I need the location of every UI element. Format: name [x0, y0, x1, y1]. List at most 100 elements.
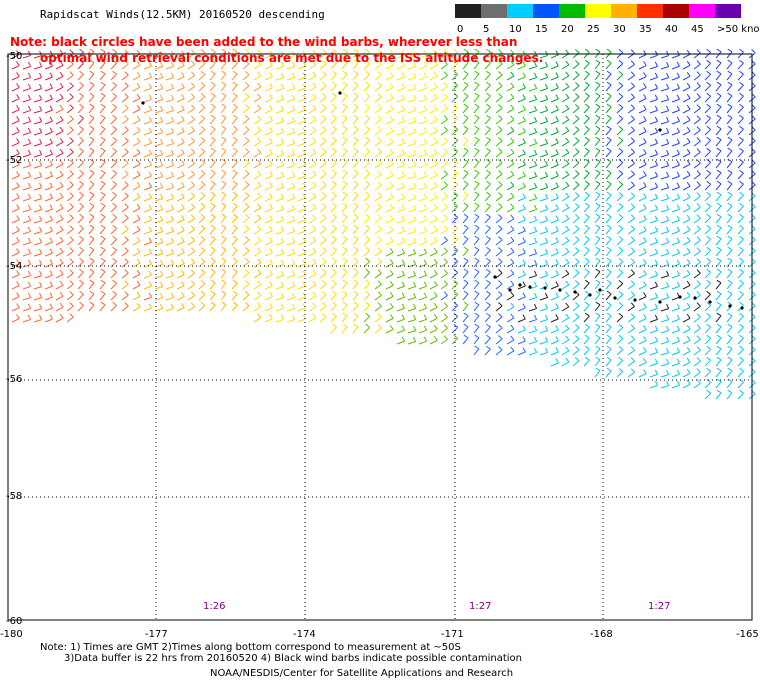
wind-barb: [473, 150, 480, 158]
wind-barb: [99, 62, 106, 70]
wind-barb-flag: [522, 105, 526, 111]
wind-barb-flag: [676, 380, 680, 386]
wind-barb-flag: [584, 202, 590, 207]
wind-barb-flag: [79, 81, 84, 86]
wind-barb: [33, 55, 42, 59]
wind-barb-flag: [332, 81, 337, 86]
wind-barb-flag: [79, 224, 84, 229]
wind-barb-flag: [389, 192, 394, 198]
wind-barb: [11, 219, 20, 224]
wind-barb: [99, 95, 106, 103]
wind-barb-flag: [365, 235, 370, 240]
wind-barb-flag: [654, 72, 659, 78]
wind-barb-flag: [565, 269, 570, 275]
wind-barb-flag: [716, 169, 722, 174]
wind-barb: [121, 96, 129, 103]
wind-barb-flag: [69, 93, 74, 98]
wind-barb: [330, 260, 337, 268]
wind-barb: [264, 175, 273, 180]
wind-barb-flag: [16, 127, 20, 132]
wind-barb-flag: [190, 148, 196, 153]
wind-barb-flag: [498, 104, 503, 109]
wind-barb: [638, 208, 647, 213]
wind-barb: [715, 392, 722, 400]
wind-barb: [231, 249, 238, 257]
wind-barb: [176, 307, 185, 312]
wind-barb-flag: [332, 301, 337, 306]
wind-barb: [473, 238, 480, 246]
wind-barb-flag: [210, 92, 216, 97]
wind-barb: [110, 205, 117, 213]
wind-barb: [330, 194, 337, 202]
wind-barb-flag: [522, 94, 526, 100]
wind-barb-flag: [39, 281, 43, 287]
wind-barb-flag: [69, 302, 74, 307]
wind-barb: [671, 175, 680, 180]
wind-barb-flag: [181, 83, 185, 88]
wind-barb: [671, 142, 680, 147]
wind-barb: [737, 315, 744, 323]
wind-barb-flag: [727, 367, 733, 372]
wind-barb-flag: [643, 314, 647, 319]
wind-barb: [495, 195, 503, 202]
wind-barb: [627, 328, 635, 334]
wind-barb-flag: [433, 182, 438, 187]
wind-barb: [231, 51, 238, 59]
wind-barb-flag: [463, 180, 469, 185]
wind-barb: [22, 54, 31, 59]
wind-barb: [638, 285, 647, 290]
wind-barb: [242, 305, 250, 312]
wind-barb: [132, 152, 141, 158]
wind-barb: [341, 51, 348, 59]
wind-barb-flag: [423, 72, 427, 78]
wind-barb: [682, 328, 691, 334]
wind-barb-flag: [210, 114, 216, 119]
wind-barb-flag: [696, 60, 701, 65]
wind-barb: [154, 55, 163, 59]
wind-barb-flag: [575, 247, 580, 252]
wind-barb: [341, 238, 348, 246]
wind-barb: [583, 139, 590, 147]
wind-barb-flag: [522, 303, 526, 309]
wind-barb-flag: [332, 202, 337, 207]
wind-barb-flag: [401, 303, 405, 309]
wind-barb: [682, 207, 691, 213]
wind-barb-flag: [160, 182, 164, 188]
wind-barb-flag: [59, 170, 64, 176]
wind-barb-flag: [112, 103, 117, 108]
wind-barb-flag: [555, 259, 559, 265]
wind-barb-flag: [39, 215, 43, 221]
wind-barb-flag: [423, 193, 427, 199]
wind-barb-flag: [377, 71, 382, 76]
wind-barb-flag: [453, 48, 459, 53]
wind-barb: [572, 360, 580, 367]
wind-barb: [473, 161, 480, 169]
wind-barb-flag: [739, 312, 744, 317]
wind-barb-flag: [124, 291, 129, 296]
wind-barb-flag: [643, 61, 647, 66]
wind-barb: [99, 150, 106, 158]
wind-barb-flag: [221, 92, 227, 97]
wind-barb: [462, 161, 469, 169]
wind-barb: [517, 120, 526, 125]
wind-barb-flag: [595, 169, 601, 174]
wind-barb: [11, 208, 20, 213]
wind-barb-flag: [630, 60, 635, 65]
wind-barb-flag: [69, 247, 74, 252]
wind-barb-flag: [618, 334, 624, 339]
wind-barb: [429, 307, 438, 312]
wind-barb: [44, 318, 53, 323]
wind-barb-flag: [696, 335, 701, 340]
wind-barb: [330, 106, 337, 114]
wind-barb-flag: [433, 94, 438, 99]
wind-barb-flag: [181, 116, 185, 121]
wind-barb-flag: [666, 127, 670, 133]
wind-barb: [671, 373, 680, 378]
wind-barb: [165, 263, 174, 268]
wind-barb: [88, 205, 95, 213]
wind-barb: [572, 228, 580, 235]
wind-barb: [220, 84, 227, 92]
wind-barb-flag: [232, 213, 238, 218]
wind-barb-flag: [389, 126, 394, 132]
wind-barb-flag: [686, 280, 691, 286]
